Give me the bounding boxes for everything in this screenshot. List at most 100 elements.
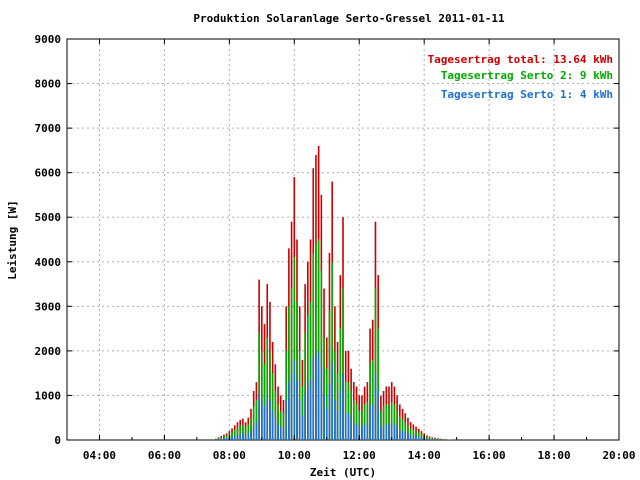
bar	[415, 435, 417, 440]
bar	[339, 328, 342, 440]
bar	[271, 373, 274, 440]
bar	[401, 419, 404, 440]
bar	[436, 439, 439, 440]
bar	[239, 433, 241, 440]
bar	[252, 406, 255, 440]
bar	[382, 406, 385, 440]
bar	[290, 373, 293, 440]
bar	[334, 399, 336, 440]
y-tick-label: 8000	[35, 78, 62, 91]
bar	[393, 424, 396, 440]
bar	[420, 437, 423, 440]
bar	[388, 404, 390, 440]
legend-serto-1: Tagesertrag Serto 1: 4 kWh	[441, 88, 613, 101]
bar	[236, 427, 239, 440]
y-tick-label: 0	[54, 434, 61, 447]
bar	[412, 429, 415, 440]
bar	[285, 350, 287, 440]
y-tick-label: 2000	[35, 345, 62, 358]
bar	[353, 399, 355, 440]
bar	[390, 402, 393, 440]
bar	[312, 252, 315, 440]
bar	[242, 433, 244, 440]
bar	[277, 424, 279, 440]
bar	[407, 425, 409, 440]
bar	[258, 333, 260, 440]
bar	[239, 425, 241, 440]
bar	[396, 426, 398, 440]
bar	[347, 413, 350, 440]
y-tick-label: 1000	[35, 389, 62, 402]
bar	[412, 435, 415, 440]
bar	[426, 438, 428, 440]
bar	[298, 399, 301, 440]
x-tick-label: 06:00	[148, 449, 181, 462]
bar	[399, 416, 401, 440]
bar	[331, 261, 333, 440]
bar	[428, 437, 431, 440]
bar	[225, 437, 228, 440]
bar	[320, 366, 323, 440]
bar	[269, 350, 271, 440]
bar	[250, 430, 252, 440]
bar	[371, 359, 374, 440]
bar	[290, 288, 293, 440]
bar	[388, 424, 390, 440]
bar	[342, 373, 344, 440]
bar	[285, 399, 287, 440]
bar	[293, 359, 296, 440]
legend-total: Tagesertrag total: 13.64 kWh	[428, 53, 613, 66]
bar	[350, 417, 352, 440]
bar	[353, 422, 355, 440]
bar	[323, 395, 325, 440]
bar	[417, 432, 420, 440]
bar	[252, 425, 255, 440]
bar	[344, 413, 347, 440]
bar	[244, 434, 247, 440]
bar	[307, 386, 309, 440]
bar	[274, 390, 277, 440]
x-tick-label: 04:00	[83, 449, 116, 462]
bar	[390, 423, 393, 440]
x-tick-label: 20:00	[602, 449, 635, 462]
bar	[304, 333, 306, 440]
bar	[217, 439, 220, 440]
bar	[358, 426, 361, 440]
bar	[288, 382, 290, 440]
bar	[261, 350, 263, 440]
y-tick-label: 3000	[35, 300, 62, 313]
bar	[328, 310, 331, 440]
bar	[325, 408, 328, 440]
bar	[263, 406, 266, 440]
bar	[312, 357, 315, 440]
bar	[250, 418, 252, 440]
bar	[434, 439, 436, 440]
bar	[377, 328, 379, 440]
bar	[223, 438, 225, 440]
bar	[220, 438, 223, 440]
bar	[377, 390, 379, 440]
bar	[358, 411, 361, 440]
bar	[382, 425, 385, 440]
bar	[374, 373, 377, 440]
bar	[396, 411, 398, 440]
y-tick-label: 9000	[35, 33, 62, 46]
bar	[315, 243, 317, 440]
bar	[439, 439, 442, 440]
bar	[325, 368, 328, 440]
bar	[261, 399, 263, 440]
bar	[323, 337, 325, 440]
bar	[266, 337, 269, 440]
bar	[342, 288, 344, 440]
bar	[263, 364, 266, 440]
bar	[233, 429, 236, 440]
bar	[334, 350, 336, 440]
bar	[361, 426, 363, 440]
bar	[307, 315, 309, 440]
x-axis-label: Zeit (UTC)	[310, 466, 376, 479]
bar	[331, 362, 333, 440]
x-tick-label: 12:00	[343, 449, 376, 462]
bar	[385, 424, 388, 440]
bar	[296, 379, 298, 440]
bar	[355, 424, 358, 440]
